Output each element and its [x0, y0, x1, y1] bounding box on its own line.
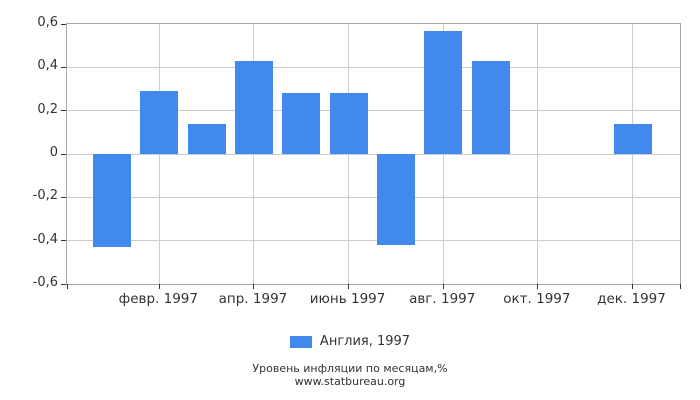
x-axis-tick: [679, 284, 681, 289]
bar-month-1: [93, 154, 131, 248]
x-axis-tick: [66, 284, 68, 289]
x-axis-tick: [632, 284, 633, 289]
bar-month-4: [234, 60, 273, 154]
h-gridline: [67, 196, 680, 198]
plot-area: [61, 23, 681, 289]
h-gridline: [67, 66, 680, 68]
x-axis-tick: [537, 284, 539, 289]
bar-month-7: [376, 154, 415, 245]
y-axis-tick: [61, 196, 66, 198]
chart-subtitle: Уровень инфляции по месяцам,%: [252, 362, 448, 375]
y-tick-label: 0: [49, 145, 58, 160]
x-tick-label: окт. 1997: [503, 291, 571, 307]
bar-month-12: [613, 123, 652, 154]
y-tick-label: 0,2: [37, 101, 58, 117]
h-gridline: [67, 153, 680, 155]
bar-month-2: [140, 91, 179, 154]
x-axis-tick: [442, 284, 444, 289]
x-tick-label: апр. 1997: [218, 291, 288, 307]
bar-month-8: [424, 30, 463, 154]
x-axis-tick: [158, 284, 160, 289]
x-tick-label: дек. 1997: [597, 291, 666, 307]
bar-month-6: [329, 93, 368, 154]
v-gridline: [442, 24, 444, 284]
y-axis-tick: [61, 66, 66, 68]
y-axis-tick: [61, 110, 66, 112]
x-tick-label: авг. 1997: [409, 291, 476, 307]
bar-month-5: [282, 93, 321, 154]
y-tick-label: -0,6: [32, 275, 58, 290]
h-gridline: [67, 110, 680, 112]
v-gridline: [537, 24, 539, 284]
bar-month-9: [471, 60, 510, 154]
y-tick-label: 0,4: [37, 58, 58, 74]
x-tick-label: февр. 1997: [118, 291, 198, 307]
y-axis-tick: [61, 153, 66, 155]
v-gridline: [632, 24, 633, 284]
x-axis-tick: [253, 284, 255, 289]
y-axis-tick: [61, 23, 66, 25]
v-gridline: [348, 24, 350, 284]
y-tick-label: 0,6: [37, 15, 58, 30]
y-axis-tick: [61, 283, 66, 285]
source-url: www.statbureau.org: [294, 375, 406, 388]
bar-month-3: [187, 123, 226, 154]
y-tick-label: -0,4: [32, 231, 58, 247]
x-axis-tick: [348, 284, 350, 289]
legend-swatch: [289, 335, 312, 348]
chart-footer: Уровень инфляции по месяцам,% www.statbu…: [0, 362, 700, 388]
y-axis-tick: [61, 240, 66, 242]
y-tick-label: -0,2: [32, 188, 58, 204]
legend-label: Англия, 1997: [319, 334, 411, 349]
v-gridline: [158, 24, 160, 284]
h-gridline: [67, 240, 680, 242]
x-tick-label: июнь 1997: [309, 291, 386, 307]
legend: Англия, 1997: [0, 334, 700, 349]
v-gridline: [253, 24, 255, 284]
